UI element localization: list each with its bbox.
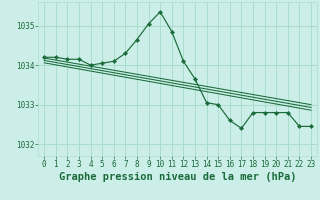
X-axis label: Graphe pression niveau de la mer (hPa): Graphe pression niveau de la mer (hPa): [59, 172, 296, 182]
